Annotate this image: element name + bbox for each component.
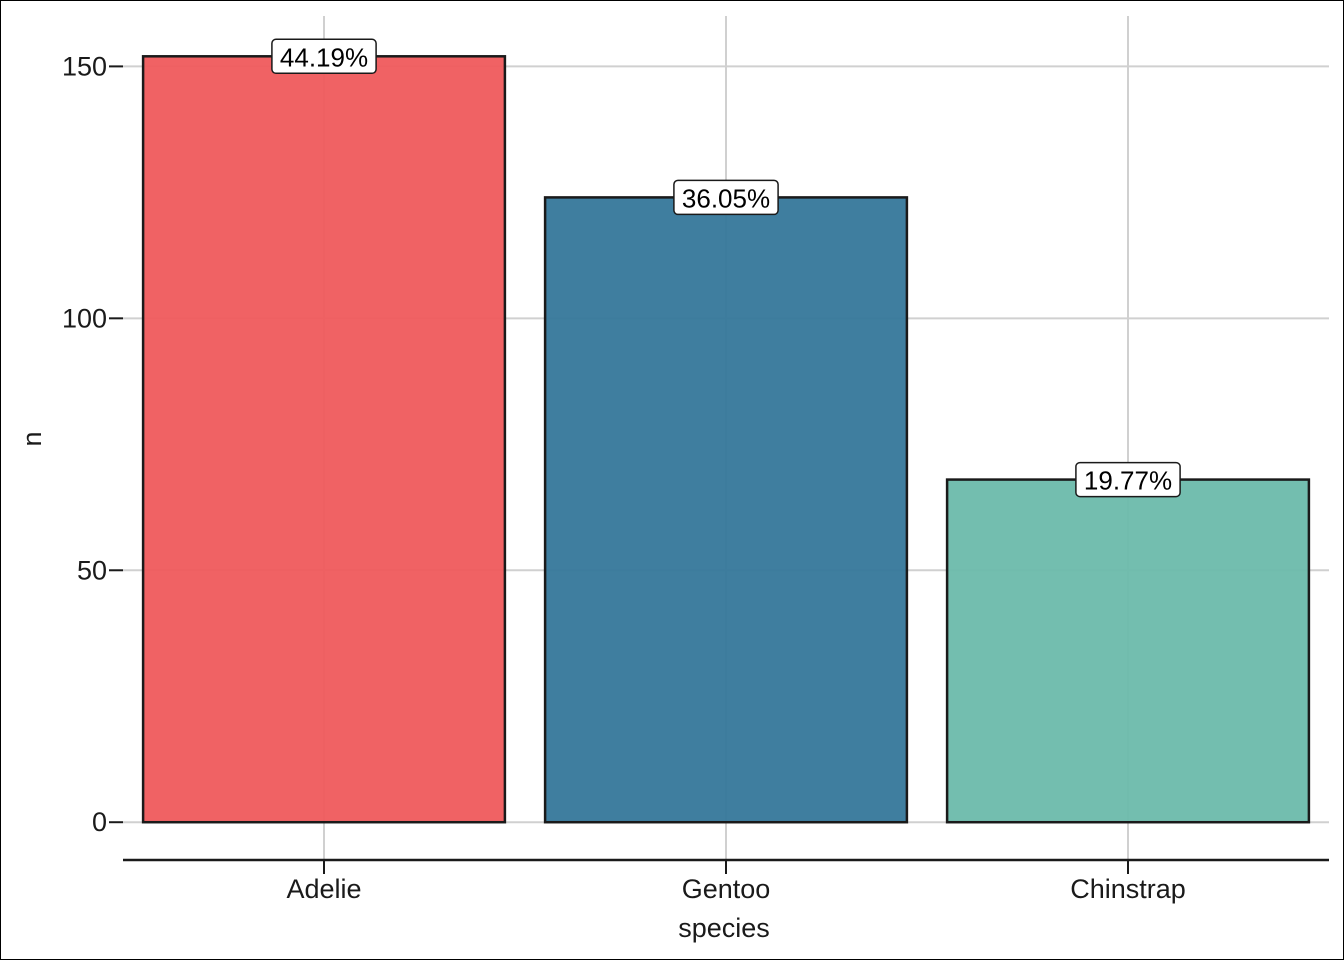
x-tick-label-chinstrap: Chinstrap [1070, 874, 1186, 904]
bar-adelie [141, 55, 507, 824]
x-tick-label-adelie: Adelie [286, 874, 361, 904]
data-label-chinstrap: 19.77% [1075, 461, 1181, 498]
y-tick-labels: 0 50 100 150 [62, 51, 123, 837]
data-label-layer: 44.19% 36.05% 19.77% [271, 38, 1181, 498]
data-label-box [1075, 461, 1181, 498]
y-tick-label: 50 [77, 555, 107, 585]
data-label-gentoo: 36.05% [673, 179, 779, 216]
data-label-text: 44.19% [280, 42, 368, 72]
data-label-text: 36.05% [682, 183, 770, 213]
y-tick-label: 0 [92, 807, 107, 837]
y-tick-label: 150 [62, 51, 107, 81]
x-tick-label-gentoo: Gentoo [682, 874, 771, 904]
data-label-adelie: 44.19% [271, 38, 377, 75]
data-label-box [271, 38, 377, 75]
data-label-box [673, 179, 779, 216]
data-label-text: 19.77% [1084, 466, 1172, 496]
x-tick-labels: Adelie Gentoo Chinstrap [286, 860, 1186, 904]
bar-chinstrap [945, 478, 1311, 824]
y-axis-title: n [17, 431, 47, 446]
bar-gentoo [543, 196, 909, 824]
bar-layer [141, 55, 1311, 824]
x-axis-title: species [678, 913, 770, 943]
y-tick-label: 100 [62, 303, 107, 333]
